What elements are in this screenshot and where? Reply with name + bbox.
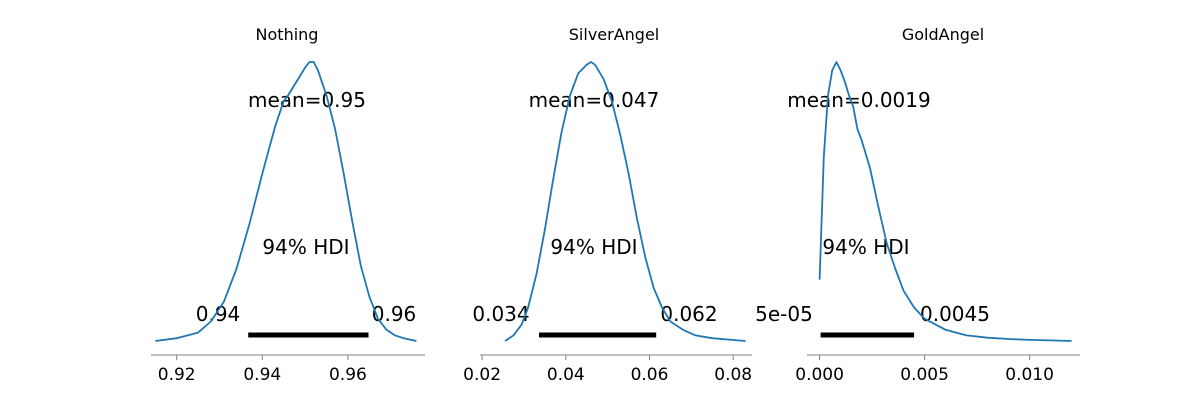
hdi-label: 94% HDI bbox=[822, 235, 909, 259]
density-curve bbox=[818, 61, 1072, 342]
x-tick-label: 0.000 bbox=[795, 365, 844, 385]
hdi-high-label: 0.96 bbox=[372, 302, 417, 326]
x-tick-label: 0.005 bbox=[900, 365, 949, 385]
hdi-low-label: 0.94 bbox=[196, 302, 241, 326]
panel-silverangel: SilverAngel mean=0.047 94% HDI 0.034 0.0… bbox=[463, 25, 752, 385]
hdi-low-label: 5e-05 bbox=[755, 302, 813, 326]
panel-title: Nothing bbox=[256, 25, 319, 44]
density-curve bbox=[504, 61, 746, 342]
panel-nothing: Nothing mean=0.95 94% HDI 0.94 0.96 0.92… bbox=[151, 25, 425, 385]
x-tick-label: 0.04 bbox=[547, 365, 585, 385]
x-tick-label: 0.02 bbox=[463, 365, 501, 385]
mean-label: mean=0.0019 bbox=[787, 88, 930, 112]
x-tick-label: 0.92 bbox=[158, 365, 196, 385]
x-tick-label: 0.94 bbox=[243, 365, 281, 385]
panel-title: SilverAngel bbox=[569, 25, 659, 44]
x-tick-label: 0.06 bbox=[631, 365, 669, 385]
mean-label: mean=0.047 bbox=[529, 88, 660, 112]
x-tick-label: 0.96 bbox=[329, 365, 367, 385]
x-tick-label: 0.08 bbox=[714, 365, 752, 385]
hdi-high-label: 0.062 bbox=[660, 302, 717, 326]
hdi-label: 94% HDI bbox=[262, 235, 349, 259]
panel-goldangel: GoldAngel mean=0.0019 94% HDI 5e-05 0.00… bbox=[755, 25, 1080, 385]
hdi-label: 94% HDI bbox=[550, 235, 637, 259]
panel-title: GoldAngel bbox=[902, 25, 984, 44]
mean-label: mean=0.95 bbox=[248, 88, 366, 112]
x-tick-label: 0.010 bbox=[1005, 365, 1054, 385]
density-curve bbox=[155, 61, 417, 342]
hdi-low-label: 0.034 bbox=[472, 302, 529, 326]
